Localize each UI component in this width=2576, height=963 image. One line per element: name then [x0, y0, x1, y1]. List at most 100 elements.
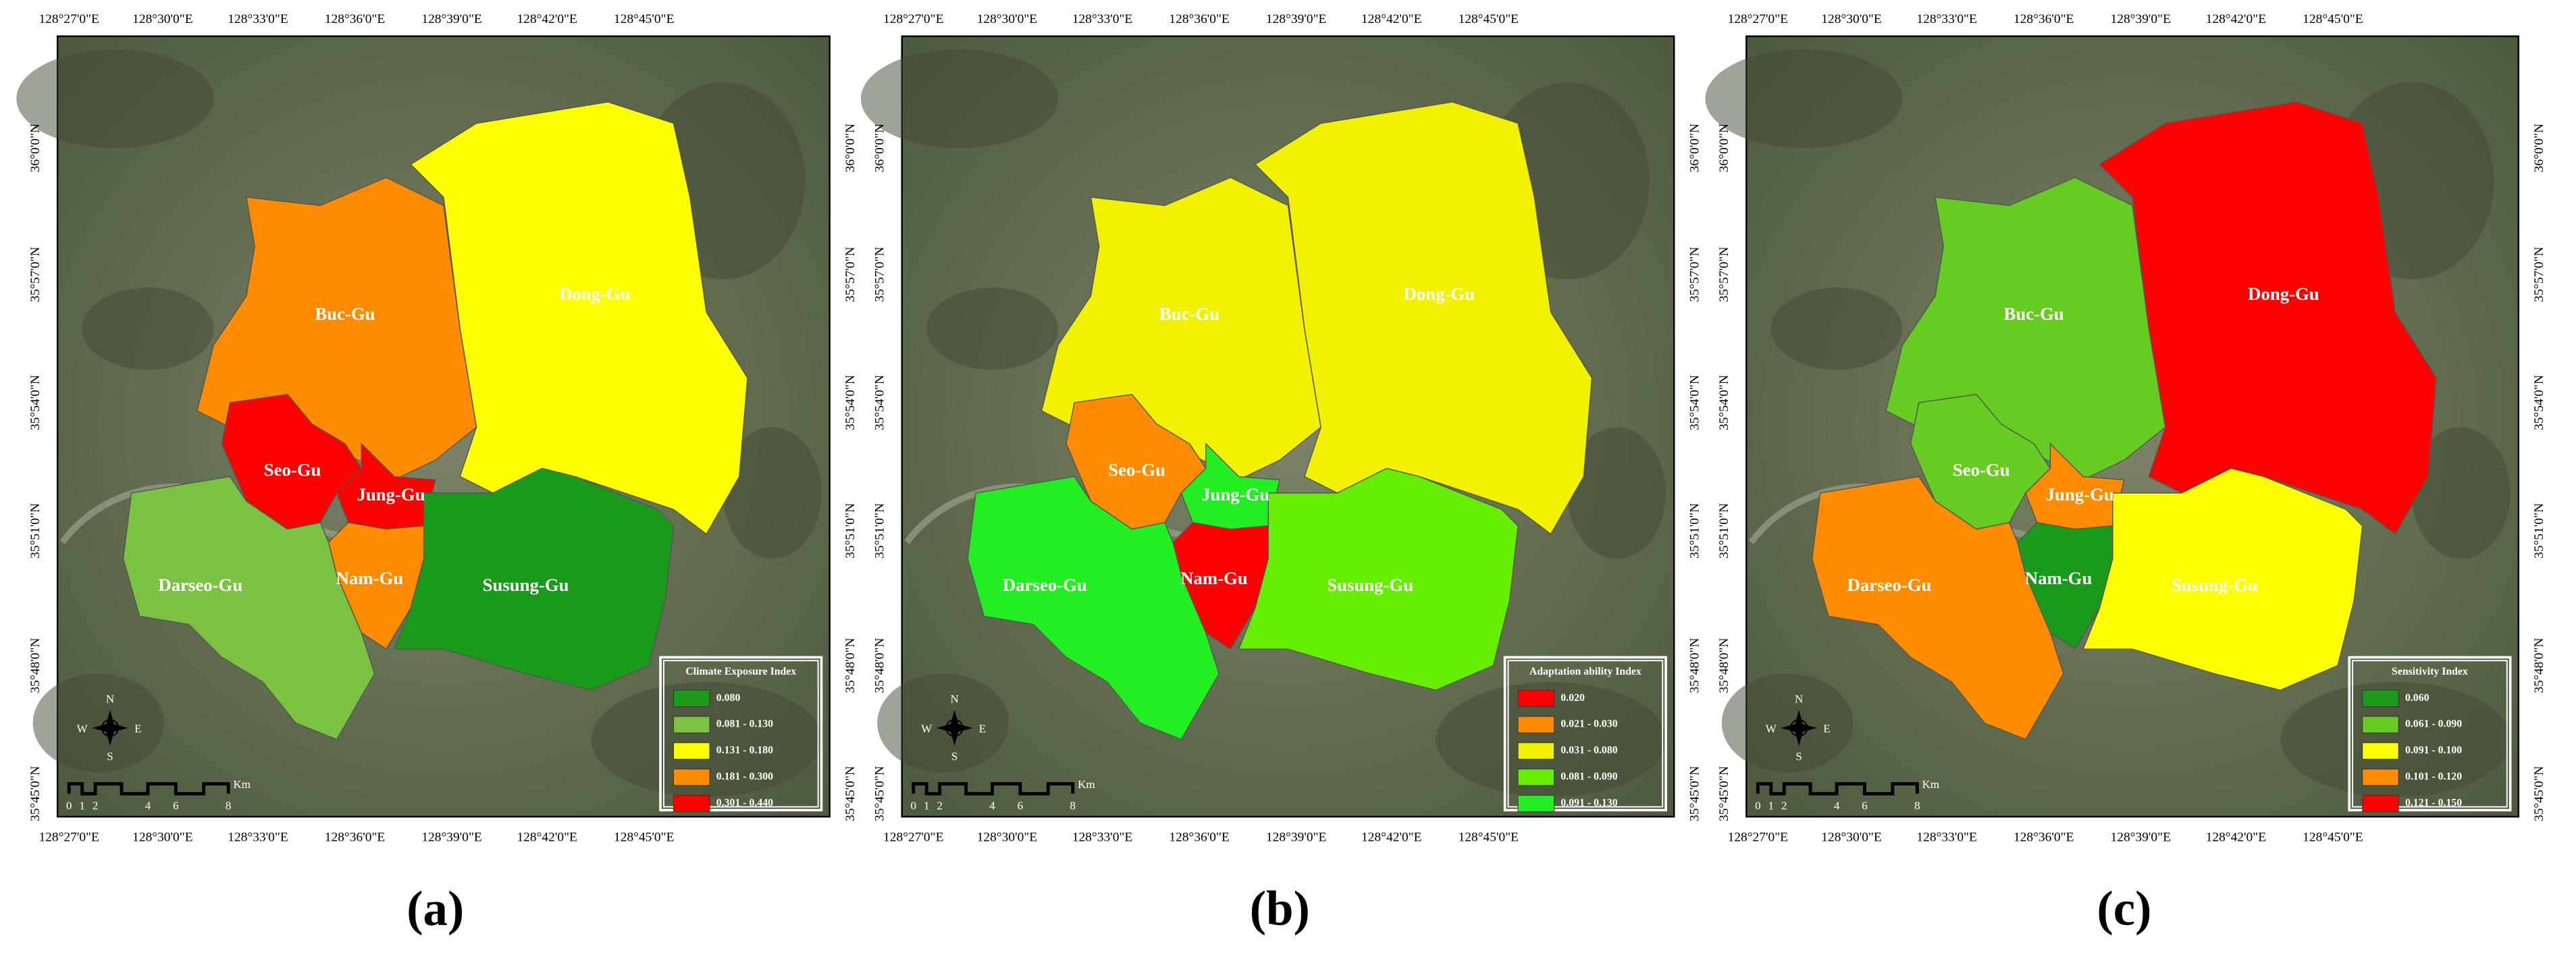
latitude-label: 35°57'0"N — [2532, 246, 2546, 302]
latitude-label: 36°0'0"N — [1717, 124, 1731, 172]
scale-label: 1 — [1768, 800, 1775, 812]
longitude-label: 128°27'0"E — [38, 12, 99, 26]
legend-swatch — [2362, 769, 2399, 786]
legend-swatch — [1517, 795, 1555, 812]
panel-caption: (c) — [2097, 881, 2151, 936]
district-label: Seo-Gu — [1953, 460, 2010, 480]
latitude-label: 35°57'0"N — [1717, 246, 1731, 302]
terrain — [877, 673, 1009, 773]
compass: N S E W — [921, 693, 986, 763]
latitude-label: 35°48'0"N — [1717, 638, 1731, 694]
scale-bar — [67, 782, 230, 796]
legend-swatch — [673, 689, 710, 707]
district-label: Jung-Gu — [1201, 484, 1269, 504]
district — [2082, 467, 2363, 691]
scale-label: 1 — [79, 800, 85, 812]
legend-inner — [662, 660, 819, 808]
terrain — [1770, 287, 1903, 370]
latitude-label: 35°48'0"N — [843, 638, 858, 694]
legend-title: Adaptation ability Index — [1529, 666, 1641, 677]
district-label: Jung-Gu — [2046, 484, 2114, 504]
legend-label: 0.101 - 0.120 — [2405, 771, 2462, 783]
district — [393, 467, 675, 691]
compass-ring — [101, 719, 120, 737]
legend-swatch — [1517, 742, 1555, 760]
terrain — [1705, 49, 1903, 149]
legend-label: 0.091 - 0.100 — [2405, 745, 2462, 756]
longitude-label: 128°45'0"E — [614, 12, 674, 26]
legend-swatch — [1517, 769, 1555, 786]
legend-swatch — [673, 716, 710, 733]
legend-label: 0.081 - 0.130 — [716, 719, 773, 730]
latitude-label: 35°51'0"N — [1717, 503, 1731, 558]
district-label: Buc-Gu — [1159, 303, 1219, 323]
legend-swatch — [673, 795, 710, 812]
longitude-label: 128°33'0"E — [1916, 830, 1976, 844]
district-label: Darseo-Gu — [158, 575, 242, 595]
longitude-label: 128°45'0"E — [2303, 12, 2363, 26]
longitude-label: 128°42'0"E — [1361, 12, 1421, 26]
district-label: Jung-Gu — [357, 484, 425, 504]
longitude-label: 128°30'0"E — [132, 830, 192, 844]
latitude-label: 35°57'0"N — [873, 246, 887, 302]
compass-letter: E — [134, 722, 141, 735]
longitude-label: 128°30'0"E — [1821, 830, 1881, 844]
compass-letter: N — [106, 693, 114, 706]
scale-label: 6 — [1018, 800, 1024, 812]
terrain — [722, 427, 822, 559]
compass: N S E W — [77, 693, 142, 763]
legend-inner — [2352, 660, 2508, 808]
district-label: Dong-Gu — [1404, 284, 1475, 304]
longitude-label: 128°42'0"E — [517, 830, 577, 844]
legend-swatch — [2362, 795, 2399, 812]
longitude-label: 128°45'0"E — [1458, 12, 1519, 26]
latitude-label: 35°51'0"N — [2532, 503, 2546, 558]
longitude-label: 128°33'0"E — [1916, 12, 1976, 26]
latitude-label: 35°51'0"N — [28, 503, 43, 558]
latitude-label: 35°45'0"N — [28, 766, 43, 821]
legend-label: 0.020 — [1560, 692, 1585, 704]
compass-letter: S — [951, 750, 957, 763]
legend-box — [1503, 656, 1667, 812]
district — [967, 475, 1220, 740]
longitude-label: 128°27'0"E — [1728, 12, 1788, 26]
scale-label: 4 — [145, 800, 151, 812]
compass-needle — [936, 723, 973, 733]
longitude-label: 128°30'0"E — [977, 12, 1037, 26]
compass: N S E W — [1766, 693, 1831, 763]
longitude-label: 128°27'0"E — [1728, 830, 1788, 844]
scale-label: 6 — [173, 800, 179, 812]
longitude-label: 128°39'0"E — [1266, 830, 1326, 844]
latitude-label: 35°54'0"N — [1687, 375, 1702, 430]
latitude-label: 35°48'0"N — [2532, 638, 2546, 694]
legend-label: 0.031 - 0.080 — [1560, 745, 1617, 756]
terrain — [860, 49, 1058, 149]
longitude-label: 128°33'0"E — [228, 12, 288, 26]
scale-unit: Km — [1922, 778, 1940, 791]
scale-label: 0 — [1755, 800, 1761, 812]
longitude-label: 128°33'0"E — [1072, 12, 1132, 26]
latitude-label: 35°57'0"N — [1687, 246, 1702, 302]
compass-letter: E — [979, 722, 986, 735]
latitude-label: 35°54'0"N — [843, 375, 858, 430]
longitude-label: 128°39'0"E — [421, 12, 481, 26]
longitude-label: 128°42'0"E — [2206, 12, 2266, 26]
compass-letter: N — [1795, 693, 1803, 706]
compass-letter: W — [921, 722, 932, 735]
latitude-label: 35°51'0"N — [843, 503, 858, 558]
latitude-label: 35°57'0"N — [28, 246, 43, 302]
legend-label: 0.091 - 0.130 — [1560, 798, 1617, 809]
scale-label: 2 — [1781, 800, 1787, 812]
latitude-label: 35°48'0"N — [873, 638, 887, 694]
longitude-label: 128°39'0"E — [2111, 12, 2171, 26]
legend-title: Climate Exposure Index — [685, 666, 796, 677]
longitude-label: 128°27'0"E — [883, 12, 943, 26]
legend-label: 0.131 - 0.180 — [716, 745, 773, 756]
compass-letter: W — [77, 722, 88, 735]
longitude-label: 128°39'0"E — [1266, 12, 1326, 26]
scale-unit: Km — [233, 778, 251, 791]
longitude-label: 128°27'0"E — [38, 830, 99, 844]
longitude-label: 128°33'0"E — [1072, 830, 1132, 844]
district-label: Buc-Gu — [315, 303, 375, 323]
